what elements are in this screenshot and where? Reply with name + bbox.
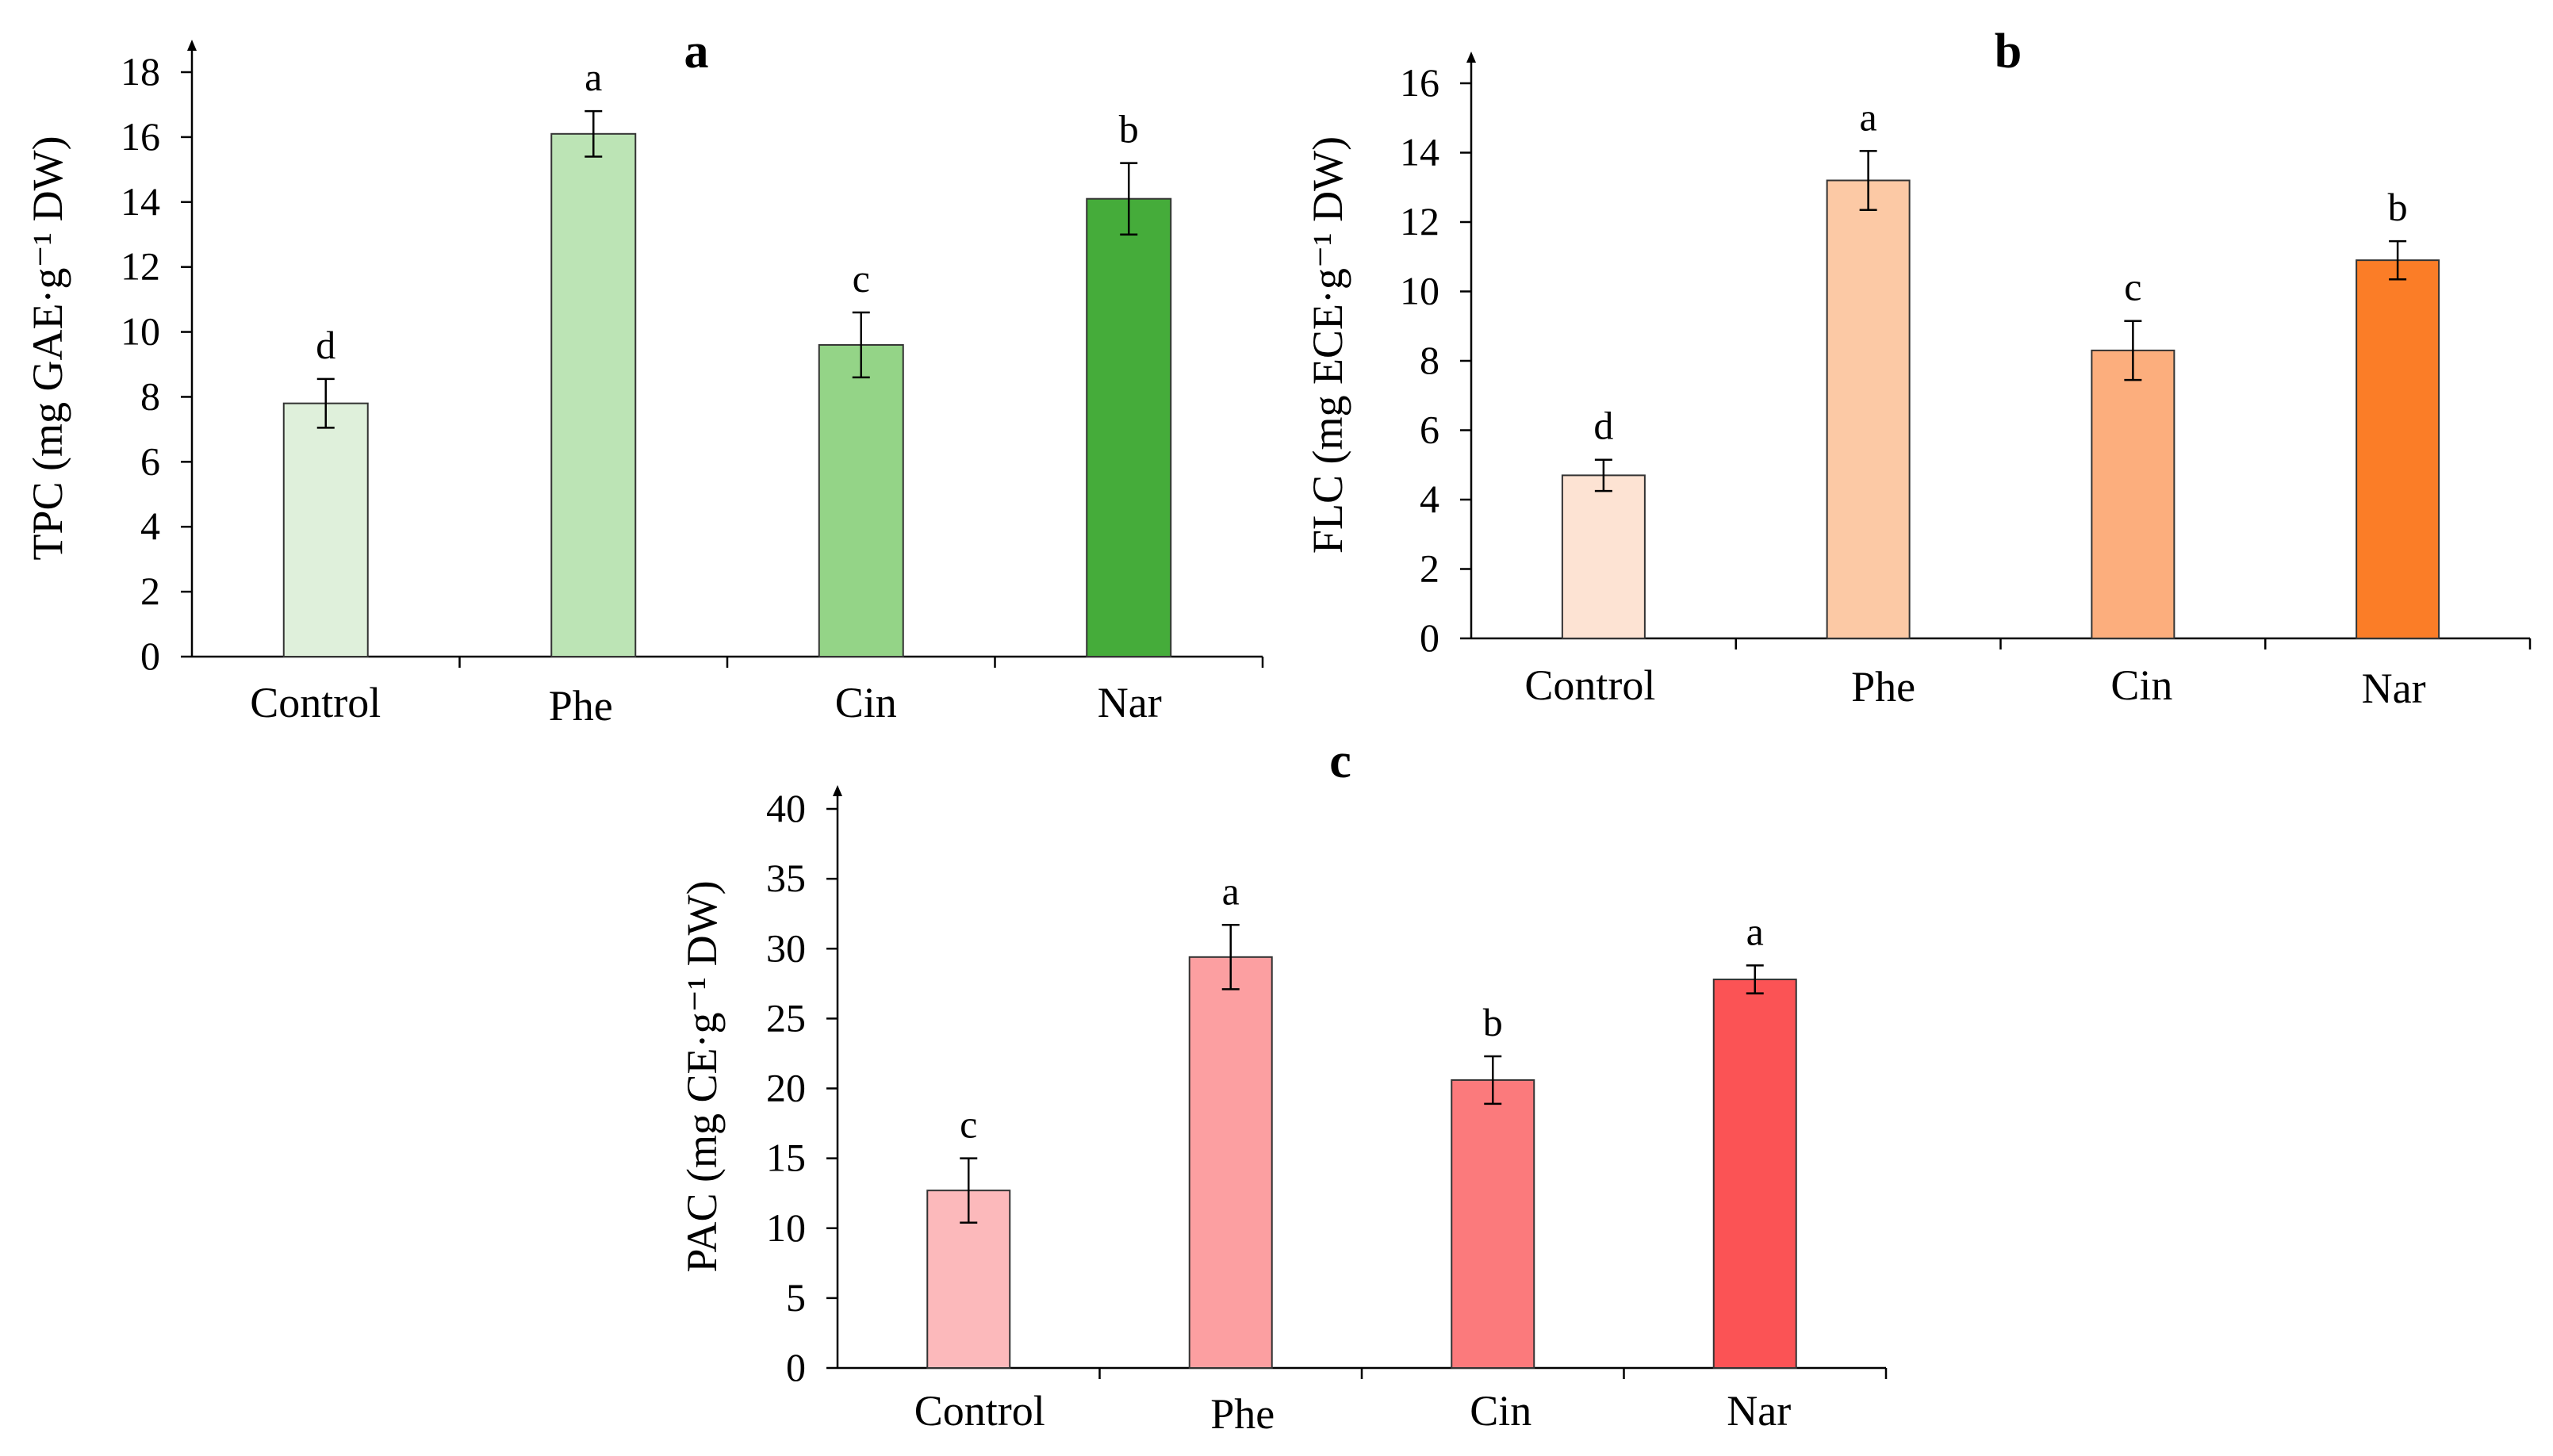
- y-tick-label: 40: [766, 786, 806, 830]
- y-tick-label: 10: [1400, 269, 1439, 313]
- x-category-label: Phe: [1210, 1390, 1275, 1438]
- y-tick-label: 8: [140, 374, 160, 418]
- chart-panel-b: 0 2 4 6 8 10 12 14 16 d Control a Phe c Cin b Nar b FLC (m…: [1304, 25, 2532, 712]
- y-tick-label: 10: [121, 309, 160, 354]
- significance-letter: b: [1483, 1000, 1503, 1044]
- chart-panel-c: 0 5 10 15 20 25 30 35 40 c Control a Phe b Cin a Nar c PAC…: [678, 734, 1888, 1438]
- y-tick-label: 12: [1400, 199, 1439, 243]
- y-axis-arrow-icon: [187, 40, 197, 51]
- y-tick-label: 2: [1420, 546, 1439, 591]
- panel-title: b: [1995, 25, 2022, 79]
- y-tick-label: 12: [121, 244, 160, 289]
- bar-nar: [2356, 259, 2440, 639]
- x-category-label: Nar: [2362, 665, 2426, 712]
- x-category-label: Control: [1524, 661, 1655, 709]
- y-tick-label: 5: [786, 1275, 806, 1320]
- y-tick-label: 15: [766, 1136, 806, 1180]
- bar-nar: [1712, 979, 1797, 1370]
- y-tick-label: 35: [766, 856, 806, 900]
- significance-letter: d: [316, 323, 335, 367]
- y-tick-label: 10: [766, 1205, 806, 1250]
- y-tick-label: 16: [1400, 60, 1439, 105]
- y-tick-label: 25: [766, 995, 806, 1040]
- chart-panel-a: 0 2 4 6 8 10 12 14 16 18 d Control a Phe c Cin b Nar a TPC …: [24, 25, 1264, 730]
- y-axis-label: FLC (mg ECE·g⁻¹ DW): [1304, 136, 1351, 554]
- x-category-label: Nar: [1098, 679, 1162, 726]
- bar-cin: [2091, 349, 2175, 639]
- y-tick-label: 30: [766, 925, 806, 970]
- significance-letter: a: [1222, 868, 1240, 913]
- significance-letter: a: [1860, 94, 1877, 139]
- y-tick-label: 14: [1400, 130, 1439, 174]
- y-tick-label: 0: [1420, 615, 1439, 660]
- bar-control: [1561, 474, 1646, 639]
- x-category-label: Cin: [2110, 661, 2172, 709]
- y-tick-label: 4: [140, 504, 160, 548]
- bar-cin: [818, 343, 904, 657]
- y-axis-label: TPC (mg GAE·g⁻¹ DW): [24, 136, 71, 560]
- significance-letter: d: [1593, 404, 1613, 448]
- y-axis-arrow-icon: [833, 785, 842, 796]
- y-tick-label: 20: [766, 1066, 806, 1110]
- panel-title: c: [1329, 734, 1351, 788]
- y-tick-label: 16: [121, 114, 160, 159]
- y-axis-label: PAC (mg CE·g⁻¹ DW): [678, 880, 726, 1272]
- significance-letter: b: [2388, 185, 2408, 229]
- y-axis-arrow-icon: [1466, 52, 1476, 63]
- y-tick-label: 4: [1420, 477, 1439, 521]
- significance-letter: b: [1119, 107, 1139, 151]
- y-tick-label: 6: [1420, 408, 1439, 452]
- x-category-label: Cin: [835, 679, 897, 726]
- significance-letter: a: [585, 55, 602, 99]
- significance-letter: c: [2124, 265, 2141, 309]
- y-tick-label: 6: [140, 439, 160, 483]
- x-category-label: Control: [914, 1387, 1045, 1435]
- x-category-label: Nar: [1727, 1387, 1791, 1435]
- bar-phe: [550, 132, 637, 658]
- y-tick-label: 8: [1420, 338, 1439, 382]
- bar-cin: [1451, 1079, 1535, 1370]
- significance-letter: a: [1746, 909, 1764, 953]
- significance-letter: c: [960, 1102, 977, 1147]
- bar-nar: [1086, 197, 1172, 657]
- y-tick-label: 2: [140, 569, 160, 613]
- panel-title: a: [684, 25, 709, 79]
- significance-letter: c: [853, 256, 870, 301]
- x-category-label: Phe: [549, 682, 613, 730]
- y-tick-label: 18: [121, 49, 160, 94]
- bar-control: [282, 402, 369, 657]
- y-tick-label: 14: [121, 179, 160, 224]
- bar-phe: [1188, 956, 1273, 1369]
- y-tick-label: 0: [786, 1345, 806, 1389]
- x-category-label: Control: [250, 679, 381, 726]
- y-tick-label: 0: [140, 634, 160, 678]
- x-category-label: Phe: [1851, 663, 1915, 711]
- bar-phe: [1826, 179, 1911, 639]
- x-category-label: Cin: [1470, 1387, 1531, 1435]
